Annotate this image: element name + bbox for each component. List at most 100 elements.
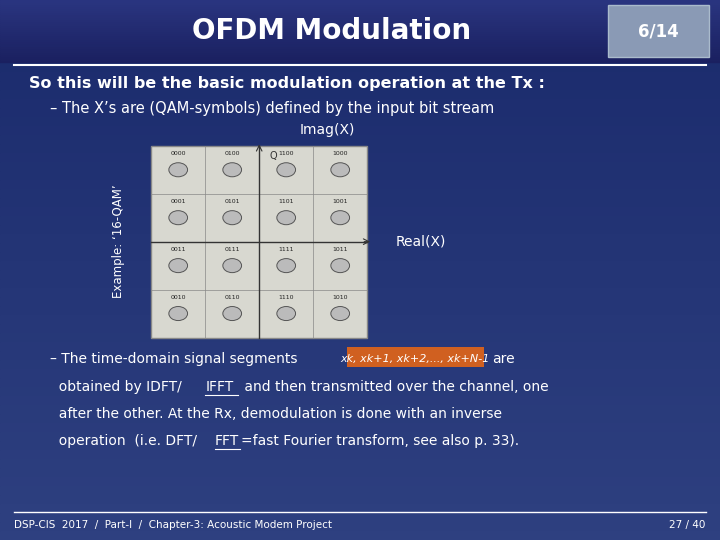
Text: 0001: 0001 (171, 199, 186, 204)
Bar (151, 146, 367, 338)
Text: xk, xk+1, xk+2,..., xk+N-1: xk, xk+1, xk+2,..., xk+N-1 (341, 354, 490, 364)
Circle shape (223, 211, 242, 225)
Text: 1100: 1100 (279, 151, 294, 156)
Text: 1110: 1110 (279, 295, 294, 300)
Bar (0, 396, 720, 405)
Bar (0, 531, 720, 540)
Bar (0, 459, 720, 468)
Bar (0, 297, 720, 306)
Text: 0111: 0111 (225, 247, 240, 252)
Text: 1111: 1111 (279, 247, 294, 252)
Bar (0, 45, 720, 54)
Text: 0010: 0010 (171, 295, 186, 300)
Bar (0, 306, 720, 315)
Text: 0000: 0000 (171, 151, 186, 156)
Text: IFFT: IFFT (205, 380, 233, 394)
Text: Real(X): Real(X) (396, 235, 446, 248)
Circle shape (223, 163, 242, 177)
Bar (0, 207, 720, 216)
Text: Q: Q (270, 151, 277, 160)
Circle shape (276, 211, 296, 225)
Bar (0, 54, 720, 63)
Text: 1011: 1011 (333, 247, 348, 252)
Bar (0, 18, 720, 27)
Bar (0, 9, 720, 18)
Circle shape (223, 307, 242, 321)
Text: 1000: 1000 (333, 151, 348, 156)
Bar (0, 405, 720, 414)
Bar (0, 25, 720, 27)
Bar (0, 243, 720, 252)
Bar (0, 261, 720, 270)
Bar (0, 81, 720, 90)
Bar (0, 450, 720, 459)
Text: 6/14: 6/14 (639, 22, 679, 40)
Bar (0, 52, 720, 54)
Bar (0, 315, 720, 324)
Text: and then transmitted over the channel, one: and then transmitted over the channel, o… (240, 380, 549, 394)
Bar (0, 423, 720, 432)
Bar (0, 513, 720, 522)
Text: are: are (492, 352, 515, 366)
Bar (0, 56, 720, 58)
Bar (0, 17, 720, 18)
Bar (0, 42, 720, 44)
Bar (0, 432, 720, 441)
Bar (0, 360, 720, 369)
Bar (0, 117, 720, 126)
Text: operation  (i.e. DFT/: operation (i.e. DFT/ (50, 434, 197, 448)
Bar (0, 99, 720, 108)
Bar (0, 31, 720, 33)
Circle shape (168, 211, 187, 225)
Bar (0, 48, 720, 50)
Bar (0, 504, 720, 513)
Bar (0, 486, 720, 495)
Circle shape (168, 163, 187, 177)
Circle shape (168, 307, 187, 321)
Text: 1010: 1010 (333, 295, 348, 300)
Text: 0100: 0100 (225, 151, 240, 156)
Bar (0, 171, 720, 180)
Circle shape (276, 259, 296, 273)
Bar (0, 162, 720, 171)
Text: So this will be the basic modulation operation at the Tx :: So this will be the basic modulation ope… (29, 76, 544, 91)
Text: 1001: 1001 (333, 199, 348, 204)
Circle shape (276, 163, 296, 177)
Bar (0, 342, 720, 351)
Bar (0, 270, 720, 279)
Bar (0, 369, 720, 378)
Bar (0, 6, 720, 8)
Bar (0, 2, 720, 4)
Bar (0, 0, 720, 9)
Bar (0, 58, 720, 60)
Circle shape (168, 259, 187, 273)
Bar (0, 10, 720, 12)
Bar (0, 378, 720, 387)
Text: 0110: 0110 (225, 295, 240, 300)
Text: after the other. At the Rx, demodulation is done with an inverse: after the other. At the Rx, demodulation… (50, 407, 503, 421)
Bar (0, 33, 720, 35)
Bar (0, 50, 720, 52)
Bar (0, 72, 720, 81)
Bar (0, 18, 720, 21)
Bar (0, 36, 720, 45)
Text: OFDM Modulation: OFDM Modulation (192, 17, 471, 45)
Bar (0, 198, 720, 207)
Bar (0, 351, 720, 360)
Bar (0, 180, 720, 189)
Bar (0, 54, 720, 56)
Bar (0, 0, 720, 2)
Bar (0, 252, 720, 261)
Bar (0, 225, 720, 234)
Bar (0, 60, 720, 62)
Bar (0, 477, 720, 486)
Bar (0, 522, 720, 531)
Bar (0, 153, 720, 162)
Text: DSP-CIS  2017  /  Part-I  /  Chapter-3: Acoustic Modem Project: DSP-CIS 2017 / Part-I / Chapter-3: Acous… (14, 520, 333, 530)
Bar (0, 90, 720, 99)
Text: FFT: FFT (215, 434, 239, 448)
Text: =fast Fourier transform, see also p. 33).: =fast Fourier transform, see also p. 33)… (241, 434, 519, 448)
Bar (0, 288, 720, 297)
Circle shape (331, 307, 350, 321)
Bar (0, 27, 720, 36)
